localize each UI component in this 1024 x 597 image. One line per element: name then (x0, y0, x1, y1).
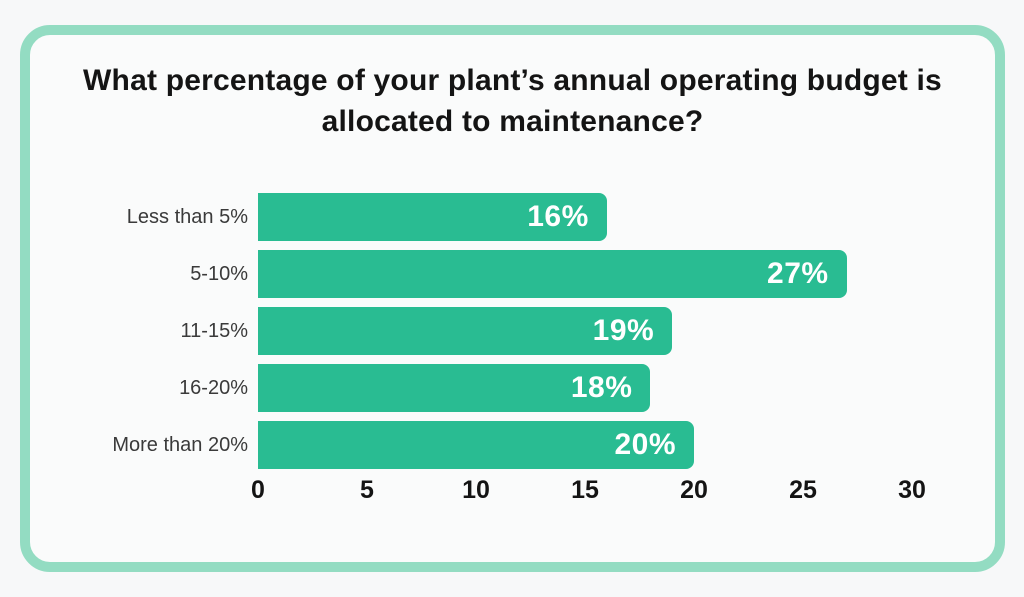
category-label: 5-10% (190, 263, 248, 285)
bar-value-label: 16% (527, 200, 589, 233)
bar-value-label: 18% (570, 371, 633, 404)
x-axis-tick: 30 (898, 476, 926, 504)
category-label: 11-15% (180, 320, 248, 342)
x-axis-tick: 25 (789, 476, 817, 504)
bar-row: 5-10% 27% (30, 250, 995, 298)
bar: 16% (258, 193, 607, 241)
chart-card: What percentage of your plant’s annual o… (20, 25, 1005, 572)
x-axis-tick: 15 (571, 476, 599, 504)
bar: 18% (258, 364, 651, 412)
x-axis-tick: 0 (251, 476, 265, 504)
x-axis-tick: 5 (360, 476, 374, 504)
bar-row: 11-15% 19% (30, 307, 995, 355)
chart-title: What percentage of your plant’s annual o… (83, 64, 942, 138)
bar: 27% (258, 250, 847, 298)
x-axis-tick: 20 (680, 476, 708, 504)
bar: 19% (258, 307, 673, 355)
category-label: More than 20% (112, 434, 248, 456)
category-label: Less than 5% (126, 206, 248, 228)
bar: 20% (258, 421, 694, 469)
bar-value-label: 20% (614, 428, 676, 461)
bar-value-label: 19% (592, 314, 655, 347)
bar-chart: Less than 5% 16% 5-10% 27% 11-15% 19% 16-20% 18… (30, 35, 995, 562)
bar-row: 16-20% 18% (30, 364, 995, 412)
bar-row: More than 20% 20% (30, 421, 995, 469)
category-label: 16-20% (179, 377, 248, 399)
bar-row: Less than 5% 16% (30, 193, 995, 241)
x-axis-tick: 10 (462, 476, 490, 504)
bar-value-label: 27% (767, 257, 829, 290)
